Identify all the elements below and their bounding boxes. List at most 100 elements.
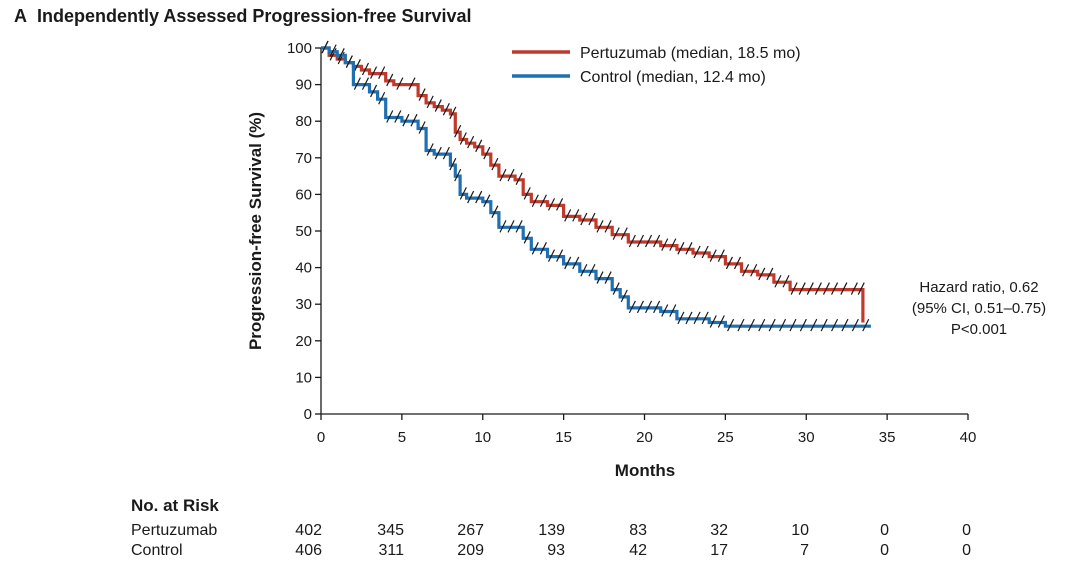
censor-mark: [386, 110, 394, 123]
censor-mark: [596, 220, 604, 233]
risk-cell: 42: [629, 542, 647, 559]
censor-mark: [459, 187, 467, 200]
censor-mark: [459, 132, 467, 145]
censor-mark: [604, 220, 612, 233]
control-survival-curve: [321, 46, 871, 328]
risk-row-label: Pertuzumab: [131, 522, 218, 539]
risk-cell: 0: [880, 522, 889, 539]
censor-mark: [661, 238, 669, 251]
censor-mark: [588, 212, 596, 226]
censor-mark: [709, 315, 717, 328]
y-tick-label: 70: [295, 150, 312, 167]
risk-cell: 345: [377, 522, 404, 539]
censor-mark: [717, 315, 725, 328]
risk-row-label: Control: [131, 542, 183, 559]
censor-mark: [353, 77, 361, 90]
p-value-line: P<0.001: [951, 321, 1007, 338]
censor-mark: [820, 318, 828, 332]
censor-mark: [426, 143, 434, 156]
censor-mark: [709, 249, 717, 262]
censor-mark: [685, 242, 693, 255]
risk-cell: 406: [295, 542, 322, 559]
censor-mark: [434, 99, 442, 112]
censor-mark: [491, 157, 499, 171]
censor-mark: [547, 249, 556, 262]
censor-mark: [572, 209, 580, 222]
risk-cell: 93: [547, 542, 565, 559]
censor-mark: [467, 190, 475, 204]
risk-cell: 0: [880, 542, 889, 559]
censor-mark: [410, 113, 418, 127]
censor-mark: [539, 242, 547, 255]
censor-mark: [507, 220, 515, 233]
censor-mark: [588, 263, 596, 277]
censor-mark: [727, 318, 735, 332]
censor-mark: [798, 282, 806, 295]
censor-mark: [370, 66, 378, 79]
censor-mark: [454, 168, 462, 182]
censor-mark: [329, 44, 337, 57]
censor-mark: [733, 256, 742, 270]
censor-mark: [556, 198, 564, 211]
censor-mark: [547, 198, 556, 211]
censor-mark: [402, 113, 410, 127]
panel-title-text: Independently Assessed Progression-free …: [37, 6, 472, 26]
risk-cell: 267: [457, 522, 484, 539]
censor-mark: [737, 318, 745, 332]
hazard-ratio-line: Hazard ratio, 0.62: [919, 279, 1038, 296]
survival-chart: 0 10 20 30 40 50 60 70 80 90 100 0 5 10 15 20 25 30 35 40 P…: [246, 40, 1046, 480]
x-tick-label: 35: [879, 429, 896, 446]
censor-mark: [475, 190, 483, 204]
censor-mark: [564, 256, 572, 270]
x-tick-label: 10: [474, 429, 491, 446]
censor-mark: [810, 318, 818, 332]
censor-mark: [669, 304, 677, 317]
censor-mark: [523, 187, 531, 200]
censor-mark: [685, 311, 693, 325]
censor-mark: [693, 311, 701, 325]
censor-mark: [386, 73, 394, 87]
y-tick-label: 10: [295, 369, 312, 386]
censor-mark: [612, 227, 620, 240]
chart-curves: [321, 40, 871, 332]
censor-mark: [418, 88, 426, 101]
censor-mark: [539, 194, 547, 207]
risk-cell: 311: [378, 542, 404, 559]
censor-mark: [701, 245, 709, 259]
censor-mark: [580, 212, 588, 226]
chart-legend: Pertuzumab (median, 18.5 mo) Control (me…: [512, 45, 801, 86]
x-tick-label: 0: [317, 429, 325, 446]
censor-mark: [822, 282, 831, 295]
censor-mark: [426, 95, 434, 109]
censor-mark: [701, 311, 709, 325]
censor-mark: [531, 242, 539, 255]
censor-mark: [636, 300, 644, 314]
x-tick-label: 25: [717, 429, 734, 446]
censor-mark: [831, 318, 839, 332]
y-tick-label: 30: [295, 296, 312, 313]
y-axis-title: Progression-free Survival (%): [246, 112, 265, 350]
figure-title: A Independently Assessed Progression-free…: [14, 6, 472, 27]
censor-mark: [814, 282, 822, 295]
censor-mark: [475, 139, 483, 153]
number-at-risk-table: No. at Risk Pertuzumab 402 345 267 139 8…: [0, 496, 1080, 572]
censor-mark: [467, 135, 475, 149]
censor-mark: [758, 267, 766, 281]
censor-mark: [645, 234, 653, 248]
panel-letter: A: [14, 6, 27, 26]
censor-mark: [789, 318, 797, 332]
legend-label-pertuzumab: Pertuzumab (median, 18.5 mo): [580, 45, 801, 62]
censor-mark: [636, 234, 644, 248]
censor-mark: [556, 249, 564, 262]
x-axis-title: Months: [615, 461, 675, 480]
censor-mark: [531, 194, 539, 207]
censor-mark: [345, 55, 353, 68]
censor-mark: [774, 274, 782, 288]
censor-mark: [620, 289, 628, 303]
censor-mark: [483, 146, 491, 160]
risk-cell: 0: [962, 522, 971, 539]
x-tick-label: 15: [555, 429, 572, 446]
y-tick-label: 100: [287, 40, 312, 57]
censor-mark: [768, 318, 776, 332]
chart-axes: 0 10 20 30 40 50 60 70 80 90 100 0 5 10 15 20 25 30 35 40: [287, 40, 976, 446]
